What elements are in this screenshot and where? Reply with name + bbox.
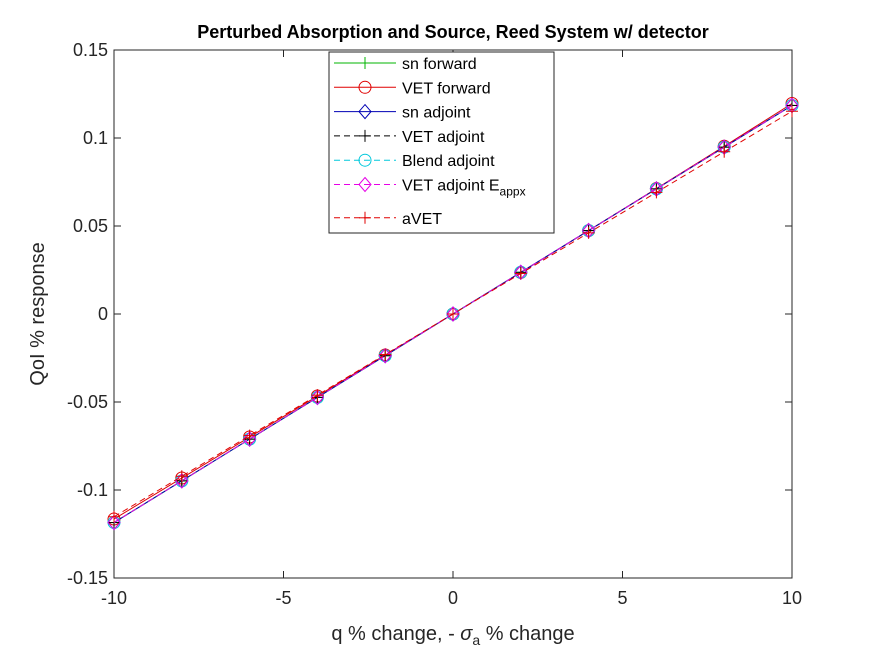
y-tick-label: -0.1 — [77, 480, 108, 500]
data-point — [107, 514, 121, 531]
legend-marker — [358, 153, 372, 167]
legend-label: aVET — [402, 211, 442, 228]
series-line — [113, 105, 793, 523]
x-tick-label: -10 — [101, 588, 127, 608]
series-layer — [107, 97, 799, 531]
legend-label: VET forward — [402, 80, 491, 97]
y-tick-label: 0 — [98, 304, 108, 324]
legend-marker — [359, 211, 371, 224]
x-axis-label-pre: q % change, - — [331, 623, 460, 645]
legend-label: Blend adjoint — [402, 153, 495, 170]
data-point — [242, 431, 257, 447]
data-point — [718, 145, 731, 158]
legend-item: Blend adjoint — [334, 153, 495, 170]
data-point — [311, 389, 324, 402]
x-axis-label-post: % change — [480, 623, 575, 645]
legend-marker — [358, 176, 372, 193]
y-tick-label: -0.05 — [67, 392, 108, 412]
legend-label: VET adjoint — [402, 129, 485, 146]
y-tick-label: 0.15 — [73, 40, 108, 60]
legend-item: sn adjoint — [334, 103, 471, 122]
data-point — [378, 347, 392, 364]
y-axis: -0.15 -0.1 -0.05 0 0.05 0.1 0.15 — [67, 40, 792, 588]
x-tick-label: -5 — [275, 588, 291, 608]
data-point — [582, 226, 595, 239]
legend-label: sn adjoint — [402, 105, 471, 122]
legend-item: sn forward — [334, 56, 477, 73]
legend-label: sn forward — [402, 56, 477, 73]
legend-marker — [358, 103, 372, 120]
y-tick-label: 0.1 — [83, 128, 108, 148]
y-tick-label: -0.15 — [67, 568, 108, 588]
data-point — [786, 105, 798, 118]
legend-marker — [358, 80, 372, 94]
x-axis-label: q % change, - σa % change — [331, 623, 574, 648]
legend-marker — [359, 129, 371, 142]
data-point — [650, 186, 663, 199]
series-6 — [108, 105, 798, 523]
legend-item: VET adjoint — [334, 129, 485, 146]
x-tick-label: 5 — [617, 588, 627, 608]
y-tick-label: 0.05 — [73, 216, 108, 236]
data-point — [379, 348, 392, 361]
data-point — [108, 510, 120, 523]
data-point — [514, 267, 527, 280]
x-tick-label: 10 — [782, 588, 802, 608]
legend-item: VET adjoint Eappx — [334, 176, 526, 199]
data-point — [175, 470, 188, 483]
data-point — [446, 306, 460, 322]
legend-item: VET forward — [334, 80, 491, 97]
legend: sn forward VET forward sn adjoint VET adjoi… — [328, 51, 555, 234]
x-axis-label-symbol: σ — [460, 623, 473, 645]
data-point — [243, 429, 256, 442]
legend-item: aVET — [334, 211, 442, 228]
legend-marker — [359, 57, 371, 69]
legend-box — [328, 51, 555, 234]
y-axis-label: QoI % response — [27, 242, 49, 385]
chart-title: Perturbed Absorption and Source, Reed Sy… — [197, 22, 708, 42]
legend-label: VET adjoint Eappx — [402, 178, 526, 199]
x-tick-label: 0 — [448, 588, 458, 608]
data-point — [447, 308, 459, 320]
x-axis: -10 -5 0 5 10 — [101, 50, 802, 608]
x-axis-label-subscript: a — [472, 632, 480, 648]
